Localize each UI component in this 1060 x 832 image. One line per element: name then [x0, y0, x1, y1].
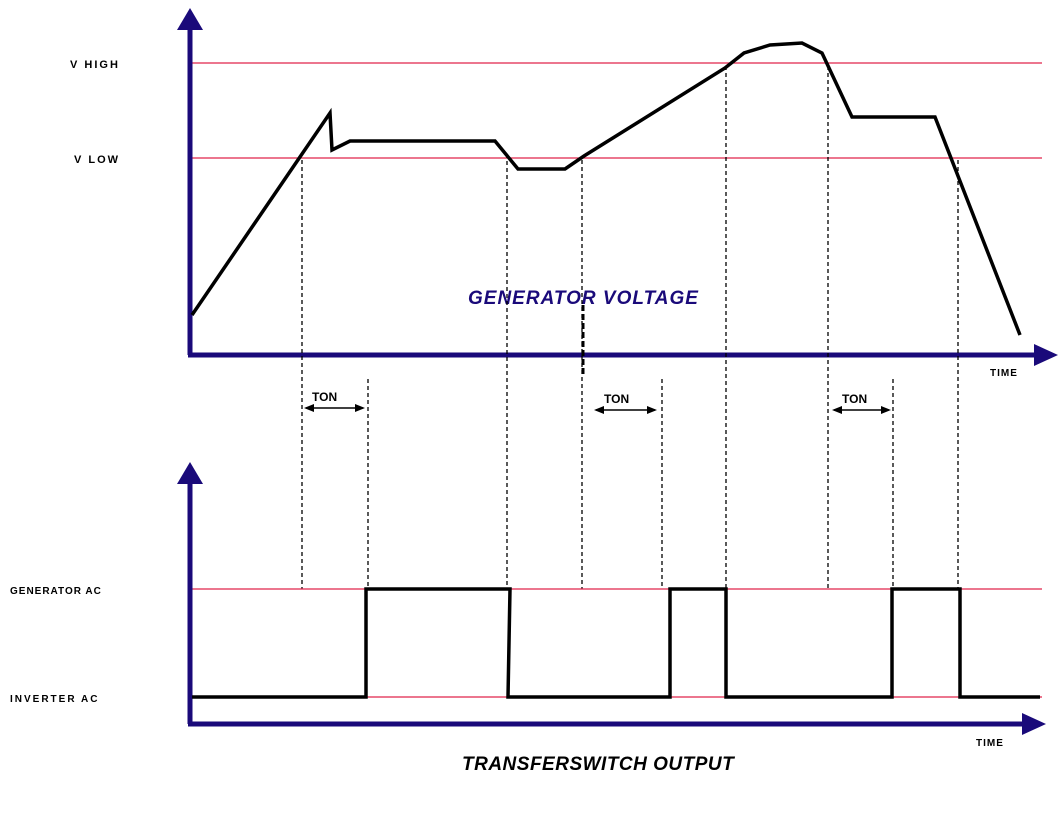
ton-marker-3: TON [832, 392, 891, 414]
right-arrow-icon [881, 406, 891, 414]
top-time-label: TIME [990, 368, 1018, 379]
v-high-label: V HIGH [70, 59, 120, 71]
voltage-time-axis-arrow-icon [1034, 344, 1058, 366]
left-arrow-icon [594, 406, 604, 414]
v-low-label: V LOW [74, 154, 120, 166]
transfer-switch-trace [192, 587, 1040, 699]
right-arrow-icon [647, 406, 657, 414]
ton-marker-1: TON [304, 390, 365, 412]
transfer-switch-caption: TRANSFERSWITCH OUTPUT [462, 754, 735, 775]
ton-label: TON [604, 392, 629, 406]
inverter-ac-label: INVERTER AC [10, 694, 99, 705]
ton-marker-2: TON [594, 392, 657, 414]
generator-voltage-trace [190, 41, 1022, 336]
ton-label: TON [842, 392, 867, 406]
voltage-y-axis-arrow-icon [177, 8, 203, 30]
left-arrow-icon [832, 406, 842, 414]
switch-time-axis-arrow-icon [1022, 713, 1046, 735]
ton-label: TON [312, 390, 337, 404]
transfer-switch-panel: GENERATOR AC INVERTER AC TRANSFERSWITCH … [10, 462, 1046, 775]
bottom-time-label: TIME [976, 738, 1004, 749]
generator-voltage-caption: GENERATOR VOLTAGE [468, 288, 699, 309]
generator-voltage-panel: V HIGH V LOW GENERATOR VOLTAGE TIME [70, 8, 1058, 379]
timing-guides [301, 66, 959, 589]
switch-y-axis-arrow-icon [177, 462, 203, 484]
left-arrow-icon [304, 404, 314, 412]
right-arrow-icon [355, 404, 365, 412]
generator-ac-label: GENERATOR AC [10, 586, 102, 597]
